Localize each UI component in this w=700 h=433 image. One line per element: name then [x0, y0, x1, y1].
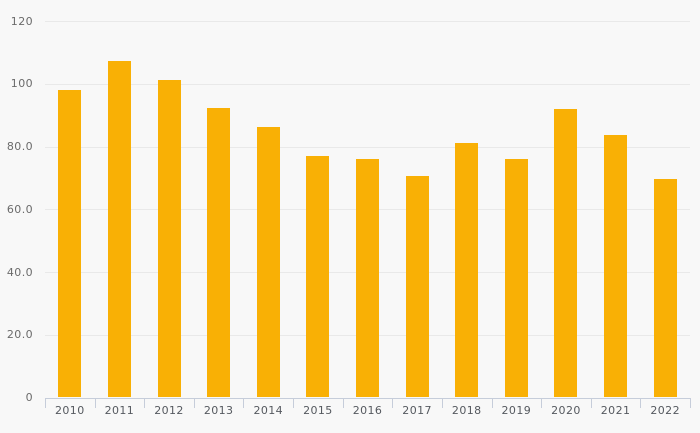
- y-axis-label-100: 100: [10, 77, 33, 91]
- x-axis-tick: [541, 397, 543, 408]
- x-axis-tick: [392, 397, 394, 408]
- x-axis-label-2012: 2012: [154, 404, 184, 417]
- x-axis-label-2017: 2017: [402, 404, 432, 417]
- bar-2018[interactable]: [455, 143, 479, 398]
- bar-2019[interactable]: [504, 159, 528, 398]
- gridline-120: [45, 21, 690, 22]
- x-axis-label-2019: 2019: [501, 404, 532, 417]
- bar-2012[interactable]: [157, 79, 181, 398]
- x-axis-label-2010: 2010: [55, 404, 85, 417]
- bar-2011[interactable]: [107, 60, 131, 398]
- x-axis-tick: [293, 397, 295, 408]
- gridline-80: [45, 146, 690, 148]
- x-axis-label-2013: 2013: [203, 404, 234, 417]
- bar-2020[interactable]: [554, 109, 578, 398]
- x-axis-tick: [45, 397, 46, 408]
- x-axis-tick: [144, 397, 146, 408]
- y-axis-label-120: 120: [10, 14, 33, 28]
- y-axis-label-80.0: 80.0: [6, 140, 33, 153]
- x-axis-label-2015: 2015: [303, 404, 333, 417]
- x-axis-tick: [193, 397, 195, 408]
- x-axis-tick: [590, 397, 592, 408]
- x-axis-tick: [342, 397, 344, 408]
- gridline-100: [45, 83, 690, 85]
- bar-2017[interactable]: [405, 175, 429, 398]
- x-axis-tick: [491, 397, 493, 408]
- x-axis-label-2022: 2022: [650, 404, 680, 417]
- x-axis-tick: [94, 397, 96, 408]
- y-axis-label-0: 0: [25, 391, 33, 404]
- x-axis-label-2014: 2014: [253, 404, 284, 417]
- y-axis-label-40.0: 40.0: [6, 265, 33, 279]
- bar-2013[interactable]: [207, 108, 231, 398]
- bar-2015[interactable]: [306, 155, 330, 398]
- x-axis-label-2018: 2018: [451, 404, 482, 417]
- x-axis-tick: [640, 397, 642, 408]
- x-axis-line: [45, 397, 690, 399]
- x-axis-tick: [243, 397, 245, 408]
- y-axis-label-60.0: 60.0: [6, 202, 33, 216]
- bar-2014[interactable]: [256, 126, 280, 398]
- x-axis-label-2021: 2021: [600, 404, 631, 417]
- x-axis-label-2016: 2016: [352, 404, 383, 417]
- bar-2016[interactable]: [356, 158, 379, 398]
- bar-2010[interactable]: [58, 90, 82, 398]
- y-axis-label-20.0: 20.0: [6, 328, 33, 342]
- bar-2021[interactable]: [604, 134, 628, 398]
- x-axis-tick: [690, 397, 691, 408]
- x-axis-tick: [441, 397, 443, 408]
- bar-2022[interactable]: [653, 179, 677, 398]
- x-axis-label-2011: 2011: [104, 404, 135, 417]
- x-axis-label-2020: 2020: [551, 404, 581, 417]
